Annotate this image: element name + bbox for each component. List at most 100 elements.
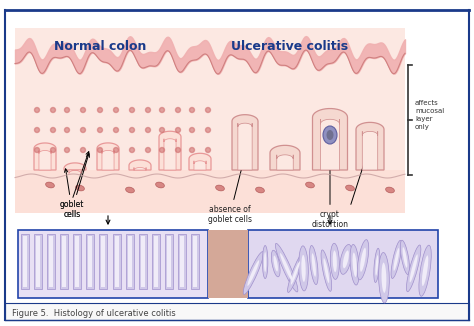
Ellipse shape: [379, 252, 389, 303]
Circle shape: [159, 127, 164, 132]
Ellipse shape: [393, 248, 399, 271]
Bar: [18, 230, 208, 298]
Circle shape: [51, 147, 55, 153]
Ellipse shape: [350, 244, 359, 285]
Ellipse shape: [353, 253, 357, 277]
Polygon shape: [270, 145, 300, 170]
Bar: [49, 236, 53, 287]
Ellipse shape: [291, 261, 300, 285]
Ellipse shape: [75, 185, 84, 191]
Circle shape: [113, 127, 118, 132]
Ellipse shape: [407, 245, 421, 292]
Ellipse shape: [391, 240, 401, 278]
Bar: [5, 303, 469, 320]
Circle shape: [35, 147, 39, 153]
Polygon shape: [39, 151, 51, 170]
Bar: [152, 234, 160, 289]
Bar: [208, 230, 248, 298]
Bar: [248, 230, 438, 298]
Polygon shape: [312, 109, 347, 170]
Ellipse shape: [247, 260, 259, 286]
Ellipse shape: [275, 244, 298, 292]
Ellipse shape: [321, 250, 332, 291]
Text: affects
mucosal
layer
only: affects mucosal layer only: [415, 100, 444, 130]
Circle shape: [81, 147, 85, 153]
Circle shape: [113, 108, 118, 112]
Ellipse shape: [346, 185, 355, 191]
Polygon shape: [189, 153, 211, 170]
Circle shape: [206, 108, 210, 112]
Bar: [100, 234, 108, 289]
Bar: [139, 234, 146, 289]
Bar: [101, 236, 105, 287]
Ellipse shape: [299, 246, 308, 291]
Circle shape: [98, 147, 102, 153]
Bar: [60, 234, 68, 289]
Ellipse shape: [46, 182, 55, 188]
Circle shape: [51, 108, 55, 112]
Text: absence of
goblet cells: absence of goblet cells: [208, 159, 252, 224]
Polygon shape: [34, 143, 56, 170]
Bar: [73, 234, 82, 289]
Circle shape: [159, 108, 164, 112]
Polygon shape: [134, 168, 146, 170]
Ellipse shape: [323, 258, 329, 283]
Ellipse shape: [306, 182, 314, 188]
Text: Normal colon: Normal colon: [54, 40, 146, 53]
Ellipse shape: [360, 248, 366, 272]
Ellipse shape: [375, 255, 378, 275]
Bar: [165, 234, 173, 289]
Bar: [36, 236, 40, 287]
Circle shape: [175, 108, 181, 112]
Bar: [193, 236, 197, 287]
Circle shape: [64, 147, 70, 153]
Ellipse shape: [333, 250, 337, 272]
Circle shape: [64, 127, 70, 132]
Ellipse shape: [327, 130, 334, 140]
Polygon shape: [69, 170, 81, 173]
Circle shape: [81, 127, 85, 132]
Ellipse shape: [374, 248, 380, 282]
Ellipse shape: [263, 245, 268, 279]
Circle shape: [190, 147, 194, 153]
Circle shape: [175, 127, 181, 132]
Text: crypt
distortion
and abscess: crypt distortion and abscess: [306, 144, 354, 240]
Circle shape: [81, 108, 85, 112]
Circle shape: [35, 127, 39, 132]
Ellipse shape: [402, 247, 407, 268]
Circle shape: [206, 127, 210, 132]
Circle shape: [159, 147, 164, 153]
Ellipse shape: [330, 243, 339, 279]
Bar: [15, 170, 405, 213]
Polygon shape: [362, 131, 378, 170]
Polygon shape: [159, 131, 181, 170]
Bar: [23, 236, 27, 287]
Ellipse shape: [280, 253, 293, 282]
Text: Ulcerative colitis: Ulcerative colitis: [231, 40, 348, 53]
Polygon shape: [64, 163, 86, 170]
Text: goblet
cells: goblet cells: [60, 169, 84, 219]
Bar: [154, 236, 158, 287]
Circle shape: [98, 127, 102, 132]
Polygon shape: [238, 123, 252, 170]
Bar: [126, 234, 134, 289]
Polygon shape: [194, 161, 206, 170]
Bar: [88, 236, 92, 287]
Bar: [180, 236, 184, 287]
Circle shape: [51, 127, 55, 132]
Polygon shape: [102, 150, 114, 170]
Ellipse shape: [343, 250, 349, 268]
Bar: [62, 236, 66, 287]
Text: Figure 5.  Histology of ulcerative colitis: Figure 5. Histology of ulcerative coliti…: [12, 308, 176, 318]
Ellipse shape: [155, 182, 164, 188]
Bar: [167, 236, 171, 287]
Polygon shape: [277, 155, 293, 170]
Ellipse shape: [312, 253, 316, 277]
Polygon shape: [164, 139, 176, 170]
Ellipse shape: [271, 250, 280, 277]
Ellipse shape: [264, 252, 266, 272]
Circle shape: [146, 108, 151, 112]
Ellipse shape: [243, 252, 264, 294]
Circle shape: [35, 108, 39, 112]
Bar: [86, 234, 94, 289]
